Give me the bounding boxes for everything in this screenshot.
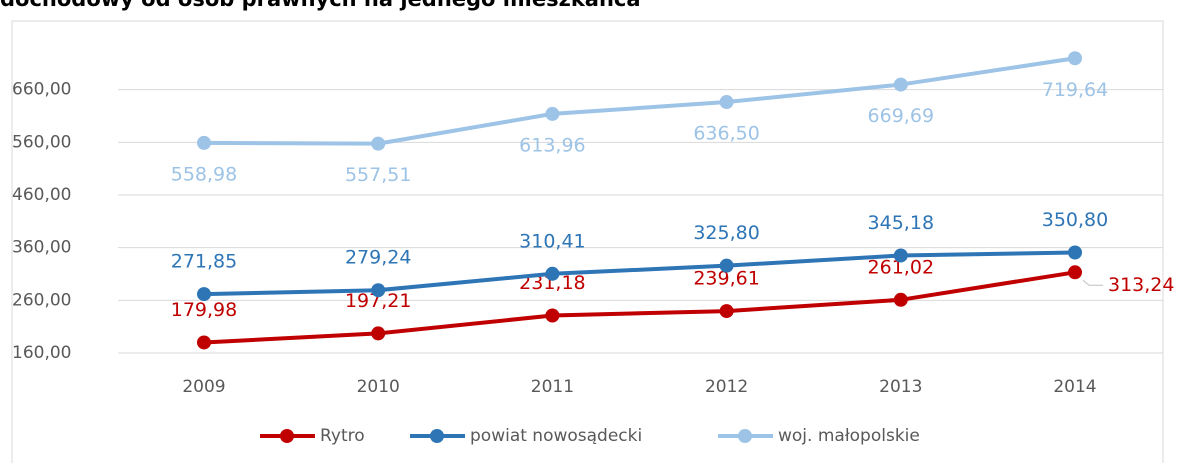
value-label: 313,24: [1108, 274, 1174, 296]
value-label: 350,80: [1042, 209, 1108, 231]
point: [1068, 245, 1082, 260]
chart-frame: [11, 20, 1164, 463]
y-tick-label: 660,00: [12, 80, 71, 100]
point: [545, 106, 560, 121]
point: [893, 248, 908, 263]
point: [197, 135, 211, 150]
value-label: 239,61: [693, 268, 759, 290]
point: [371, 136, 386, 151]
point: [1068, 51, 1082, 66]
legend-marker: [738, 429, 752, 443]
point: [719, 258, 734, 273]
value-label: 345,18: [868, 212, 934, 234]
point: [371, 283, 386, 298]
chart-title: dochodowy od osób prawnych na jednego mi…: [0, 0, 641, 11]
y-tick-label: 360,00: [12, 238, 71, 258]
series-line: [203, 250, 1076, 297]
y-tick-label: 460,00: [12, 185, 71, 205]
value-label: 669,69: [868, 105, 934, 127]
point: [719, 304, 734, 319]
leader-line: [1082, 279, 1103, 286]
value-label: 325,80: [693, 222, 759, 244]
legend-marker: [280, 429, 294, 443]
y-tick-label: 160,00: [12, 343, 71, 363]
point: [893, 292, 908, 307]
series-line: [203, 56, 1076, 146]
series-line: [203, 270, 1076, 345]
point: [545, 266, 560, 281]
point: [545, 308, 560, 323]
value-label: 310,41: [519, 230, 585, 252]
value-label: 279,24: [345, 247, 411, 269]
value-label: 179,98: [171, 299, 237, 321]
legend-label: Rytro: [320, 426, 365, 446]
value-label: 558,98: [171, 163, 237, 185]
point: [197, 287, 211, 302]
x-tick-label: 2013: [879, 377, 922, 397]
y-tick-label: 560,00: [12, 132, 71, 152]
point: [1068, 265, 1082, 280]
value-label: 557,51: [345, 164, 411, 186]
value-label: 197,21: [345, 290, 411, 312]
value-label: 271,85: [171, 251, 237, 273]
x-tick-label: 2010: [357, 377, 400, 397]
value-label: 636,50: [693, 123, 759, 145]
point: [197, 335, 211, 350]
legend-marker: [430, 429, 444, 443]
value-label: 719,64: [1042, 79, 1108, 101]
value-label: 231,18: [519, 272, 585, 294]
x-tick-label: 2011: [531, 377, 574, 397]
point: [371, 326, 386, 341]
legend-label: woj. małopolskie: [778, 426, 920, 446]
legend-label: powiat nowosądecki: [470, 426, 642, 446]
x-tick-label: 2014: [1053, 377, 1096, 397]
point: [719, 95, 734, 110]
point: [893, 77, 908, 92]
x-tick-label: 2009: [182, 377, 225, 397]
value-label: 261,02: [868, 256, 934, 278]
y-tick-label: 260,00: [12, 290, 71, 310]
x-tick-label: 2012: [705, 377, 748, 397]
value-label: 613,96: [519, 134, 585, 156]
